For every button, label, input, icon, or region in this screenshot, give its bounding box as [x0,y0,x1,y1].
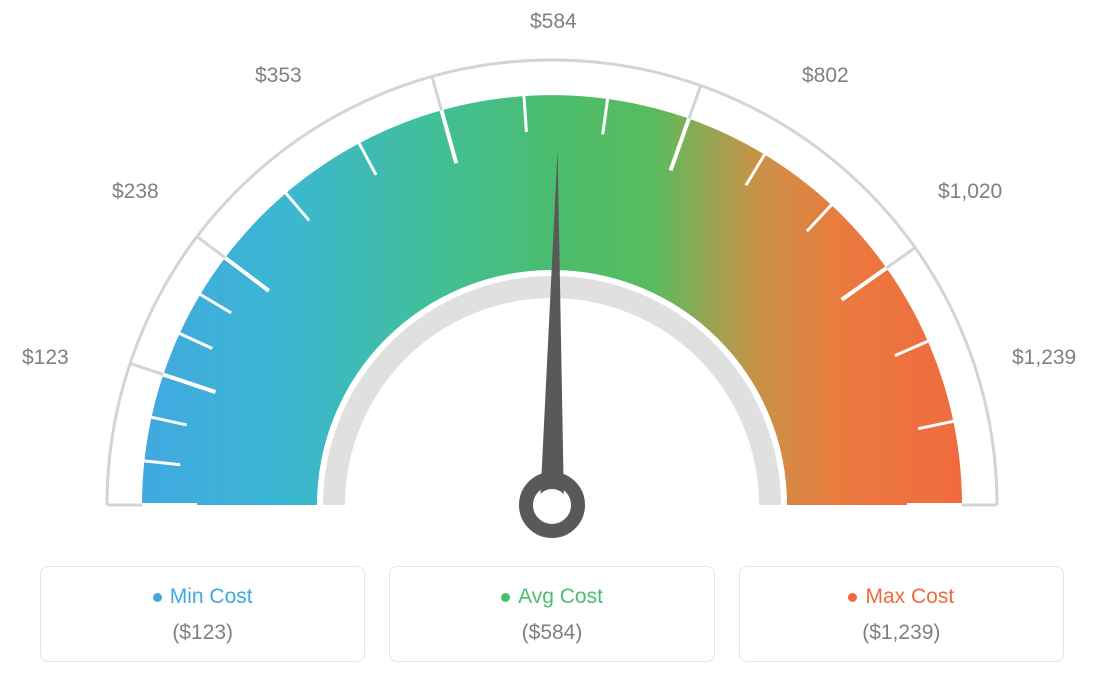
legend-card-min: Min Cost ($123) [40,566,365,662]
tick-label: $1,239 [1012,346,1076,370]
legend-card-max: Max Cost ($1,239) [739,566,1064,662]
needle-hub-inner [536,489,568,521]
gauge-svg [0,0,1104,560]
legend-row: Min Cost ($123) Avg Cost ($584) Max Cost… [40,566,1064,662]
tick-major-ext [432,76,441,110]
legend-label-min: Min Cost [170,585,253,609]
legend-label-avg: Avg Cost [518,585,603,609]
dot-icon-avg [501,593,510,602]
tick-label: $1,020 [938,180,1002,204]
legend-title-avg: Avg Cost [501,585,603,609]
legend-value-max: ($1,239) [752,621,1051,645]
tick-label: $353 [255,64,302,88]
tick-label: $802 [802,64,849,88]
tick-major-ext [689,86,701,119]
legend-label-max: Max Cost [865,585,954,609]
legend-card-avg: Avg Cost ($584) [389,566,714,662]
legend-value-min: ($123) [53,621,352,645]
dot-icon-max [848,593,857,602]
legend-title-min: Min Cost [153,585,253,609]
tick-major-ext [887,248,916,268]
legend-value-avg: ($584) [402,621,701,645]
tick-major-ext [197,237,225,258]
dot-icon-min [153,593,162,602]
tick-label: $584 [530,10,577,34]
legend-title-max: Max Cost [848,585,954,609]
tick-label: $238 [112,180,159,204]
tick-major-ext [130,363,163,374]
tick-label: $123 [22,346,69,370]
gauge-chart-container: $123 $238 $353 $584 $802 $1,020 $1,239 Min Cos… [0,0,1104,690]
gauge-area: $123 $238 $353 $584 $802 $1,020 $1,239 [0,0,1104,560]
